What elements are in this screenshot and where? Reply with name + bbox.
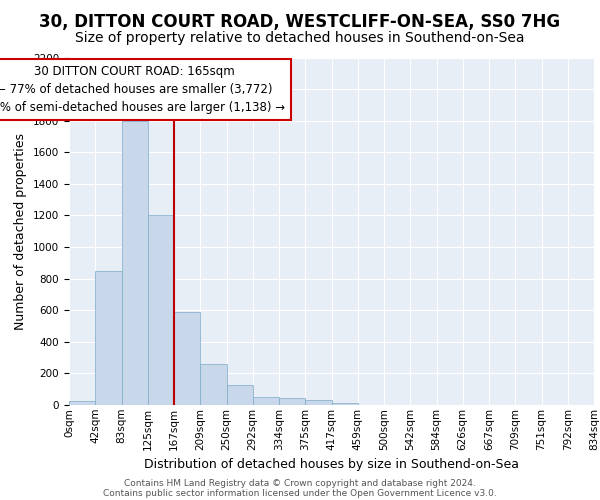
Bar xyxy=(331,402,358,405)
Text: 30, DITTON COURT ROAD, WESTCLIFF-ON-SEA, SS0 7HG: 30, DITTON COURT ROAD, WESTCLIFF-ON-SEA,… xyxy=(40,12,560,30)
Bar xyxy=(121,120,148,405)
Text: Size of property relative to detached houses in Southend-on-Sea: Size of property relative to detached ho… xyxy=(75,31,525,45)
Y-axis label: Number of detached properties: Number of detached properties xyxy=(14,132,28,330)
Bar xyxy=(253,397,279,405)
Bar xyxy=(305,400,331,405)
Bar xyxy=(227,386,253,405)
Text: 30 DITTON COURT ROAD: 165sqm
← 77% of detached houses are smaller (3,772)
23% of: 30 DITTON COURT ROAD: 165sqm ← 77% of de… xyxy=(0,64,284,114)
Bar xyxy=(174,312,200,405)
Bar xyxy=(279,398,305,405)
Text: Contains public sector information licensed under the Open Government Licence v3: Contains public sector information licen… xyxy=(103,488,497,498)
X-axis label: Distribution of detached houses by size in Southend-on-Sea: Distribution of detached houses by size … xyxy=(144,458,519,471)
Bar xyxy=(200,364,227,405)
Bar xyxy=(148,216,174,405)
Bar xyxy=(69,401,95,405)
Text: Contains HM Land Registry data © Crown copyright and database right 2024.: Contains HM Land Registry data © Crown c… xyxy=(124,478,476,488)
Bar xyxy=(95,270,121,405)
